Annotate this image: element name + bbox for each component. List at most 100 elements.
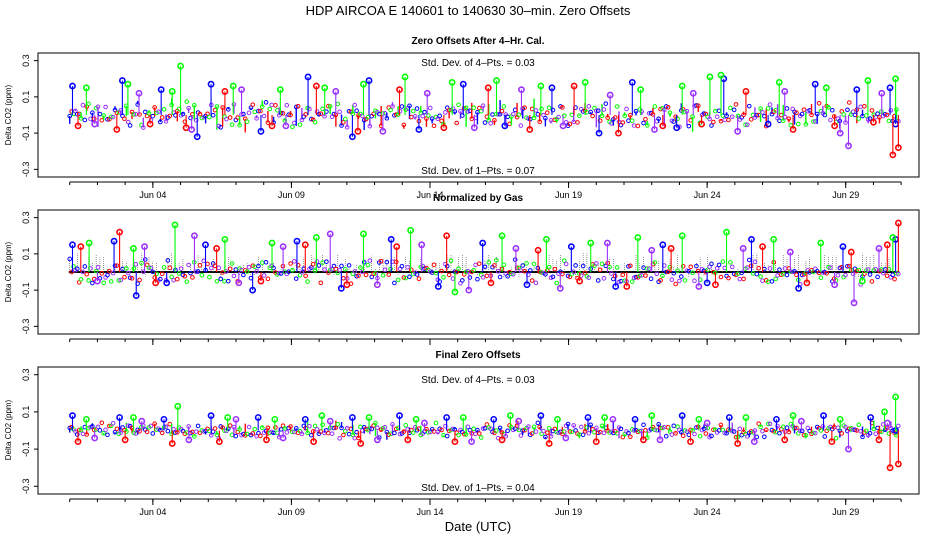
x-tick-label: Jun 24 xyxy=(694,190,721,200)
data-point xyxy=(550,274,556,280)
data-point xyxy=(378,258,384,264)
outlier-point xyxy=(667,245,675,252)
data-point xyxy=(326,430,331,436)
data-point xyxy=(158,276,163,282)
data-point xyxy=(439,268,444,274)
data-point xyxy=(746,257,752,263)
x-ticks: Jun 04 Jun 09 Jun 14 Jun 19 Jun 24 Jun 29 xyxy=(69,181,902,200)
outlier-point xyxy=(354,127,362,135)
data-point xyxy=(833,435,839,441)
baseline-point xyxy=(621,271,624,273)
outlier-point xyxy=(559,122,567,130)
data-point xyxy=(875,274,880,280)
data-marks xyxy=(67,393,902,472)
panel-title: Zero Offsets After 4–Hr. Cal. xyxy=(411,36,544,47)
data-point xyxy=(318,111,324,116)
data-point xyxy=(265,120,271,125)
data-point xyxy=(444,263,450,269)
data-point xyxy=(531,424,537,430)
data-point xyxy=(669,277,675,282)
outlier-point xyxy=(612,283,620,290)
outlier-point xyxy=(365,77,373,84)
data-point xyxy=(480,103,486,109)
data-point xyxy=(594,108,599,114)
data-point xyxy=(456,266,461,271)
data-point xyxy=(663,433,669,439)
data-point xyxy=(448,258,454,263)
data-point xyxy=(156,109,161,114)
data-point xyxy=(288,261,293,266)
data-point xyxy=(320,422,325,427)
data-point xyxy=(512,426,518,431)
outlier-point xyxy=(110,237,118,245)
data-point xyxy=(403,422,409,428)
outlier-point xyxy=(634,234,642,241)
data-point xyxy=(178,266,184,271)
outlier-point xyxy=(648,412,656,420)
outlier-point xyxy=(130,245,137,252)
data-point xyxy=(509,271,514,277)
baseline-point xyxy=(349,271,352,273)
baseline-point xyxy=(391,271,394,273)
data-point xyxy=(677,278,682,284)
baseline-point xyxy=(142,271,145,273)
data-point xyxy=(539,270,544,275)
baseline-point xyxy=(553,271,556,273)
data-point xyxy=(582,270,588,276)
data-point xyxy=(671,423,677,429)
baseline-point xyxy=(225,271,228,273)
data-point xyxy=(662,107,667,112)
outlier-point xyxy=(116,414,123,421)
outlier-point xyxy=(82,415,90,423)
data-point xyxy=(739,270,745,276)
data-point xyxy=(705,425,711,431)
data-point xyxy=(652,104,658,109)
data-point xyxy=(765,106,771,111)
baseline-point xyxy=(274,271,277,273)
data-point xyxy=(190,275,195,280)
baseline-point xyxy=(127,271,130,273)
data-point xyxy=(550,107,556,113)
outlier-point xyxy=(570,82,578,90)
data-point xyxy=(560,105,565,110)
x-tick-label: Jun 04 xyxy=(139,507,166,517)
data-point xyxy=(650,112,656,117)
baseline-point xyxy=(210,271,213,273)
outlier-point xyxy=(678,232,686,240)
data-point xyxy=(720,259,726,264)
data-point xyxy=(729,114,735,120)
data-point xyxy=(142,109,148,115)
data-point xyxy=(497,425,503,431)
data-point xyxy=(339,263,344,269)
baseline-point xyxy=(70,271,73,273)
data-point xyxy=(407,274,412,280)
outlier-point xyxy=(423,89,431,97)
data-point xyxy=(214,279,220,284)
data-point xyxy=(754,434,760,440)
data-point xyxy=(694,103,699,108)
data-point xyxy=(193,117,199,123)
data-point xyxy=(435,429,441,435)
data-point xyxy=(711,119,716,125)
data-point xyxy=(694,263,699,269)
y-ticks: -0.3 -0.1 0.1 0.3 xyxy=(21,54,38,177)
outlier-point xyxy=(465,286,473,294)
data-point xyxy=(233,267,239,272)
data-point xyxy=(792,269,797,274)
baseline-point xyxy=(214,271,217,273)
data-point xyxy=(210,112,216,118)
data-point xyxy=(346,431,352,437)
x-tick-label: Jun 04 xyxy=(139,190,166,200)
data-point xyxy=(722,265,728,271)
data-point xyxy=(497,111,503,117)
data-point xyxy=(575,120,580,125)
data-point xyxy=(624,106,629,112)
data-point xyxy=(620,272,626,278)
baseline-point xyxy=(485,271,488,273)
data-point xyxy=(796,121,801,127)
data-point xyxy=(97,428,103,433)
data-point xyxy=(711,427,716,433)
baseline-point xyxy=(421,271,424,273)
data-point xyxy=(293,276,299,281)
